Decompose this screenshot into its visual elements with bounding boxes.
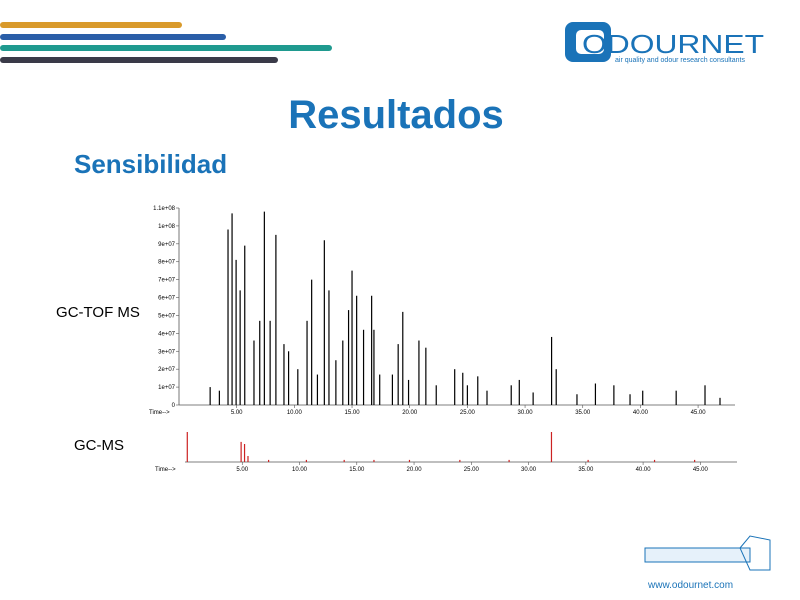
y-tick-label: 3e+07	[158, 349, 176, 355]
x-tick-label: 30.00	[521, 467, 537, 473]
logo-tagline: air quality and odour research consultan…	[615, 57, 745, 64]
x-tick-label: 5.00	[231, 410, 243, 416]
y-tick-label: 2e+07	[158, 367, 176, 373]
y-tick-label: 0	[172, 403, 176, 409]
y-tick-label: 1e+08	[158, 224, 176, 230]
logo-box-inner	[576, 30, 604, 54]
x-tick-label: 45.00	[691, 410, 707, 416]
y-tick-label: 5e+07	[158, 313, 176, 319]
chart-label: GC-TOF MS	[56, 304, 140, 321]
x-tick-label: 20.00	[402, 410, 418, 416]
x-tick-label: 10.00	[292, 467, 308, 473]
x-axis-label: Time-->	[155, 467, 176, 473]
y-tick-label: 8e+07	[158, 260, 176, 266]
x-tick-label: 25.00	[460, 410, 476, 416]
x-tick-label: 40.00	[636, 467, 652, 473]
x-axis-label: Time-->	[149, 410, 170, 416]
slide-title: Resultados	[288, 93, 504, 137]
y-tick-label: 1.1e+08	[153, 206, 176, 212]
x-tick-label: 35.00	[575, 410, 591, 416]
x-tick-label: 25.00	[464, 467, 480, 473]
logo-ruler	[644, 535, 771, 571]
x-tick-label: 5.00	[236, 467, 248, 473]
x-tick-label: 10.00	[287, 410, 303, 416]
x-tick-label: 45.00	[693, 467, 709, 473]
y-tick-label: 4e+07	[158, 331, 176, 337]
stripe	[0, 57, 278, 63]
x-tick-label: 30.00	[518, 410, 534, 416]
stripe	[0, 45, 332, 51]
stripe	[0, 22, 182, 28]
x-tick-label: 35.00	[578, 467, 594, 473]
y-tick-label: 1e+07	[158, 385, 176, 391]
x-tick-label: 20.00	[407, 467, 423, 473]
x-tick-label: 15.00	[349, 467, 365, 473]
y-tick-label: 6e+07	[158, 296, 176, 302]
x-tick-label: 15.00	[345, 410, 361, 416]
slide-subtitle: Sensibilidad	[74, 149, 227, 179]
x-tick-label: 40.00	[633, 410, 649, 416]
logo-text: ODOURNET	[582, 29, 764, 59]
url: www.odournet.com	[647, 580, 733, 591]
stripe	[0, 34, 226, 40]
chart-label: GC-MS	[74, 437, 124, 454]
y-tick-label: 9e+07	[158, 242, 176, 248]
y-tick-label: 7e+07	[158, 278, 176, 284]
